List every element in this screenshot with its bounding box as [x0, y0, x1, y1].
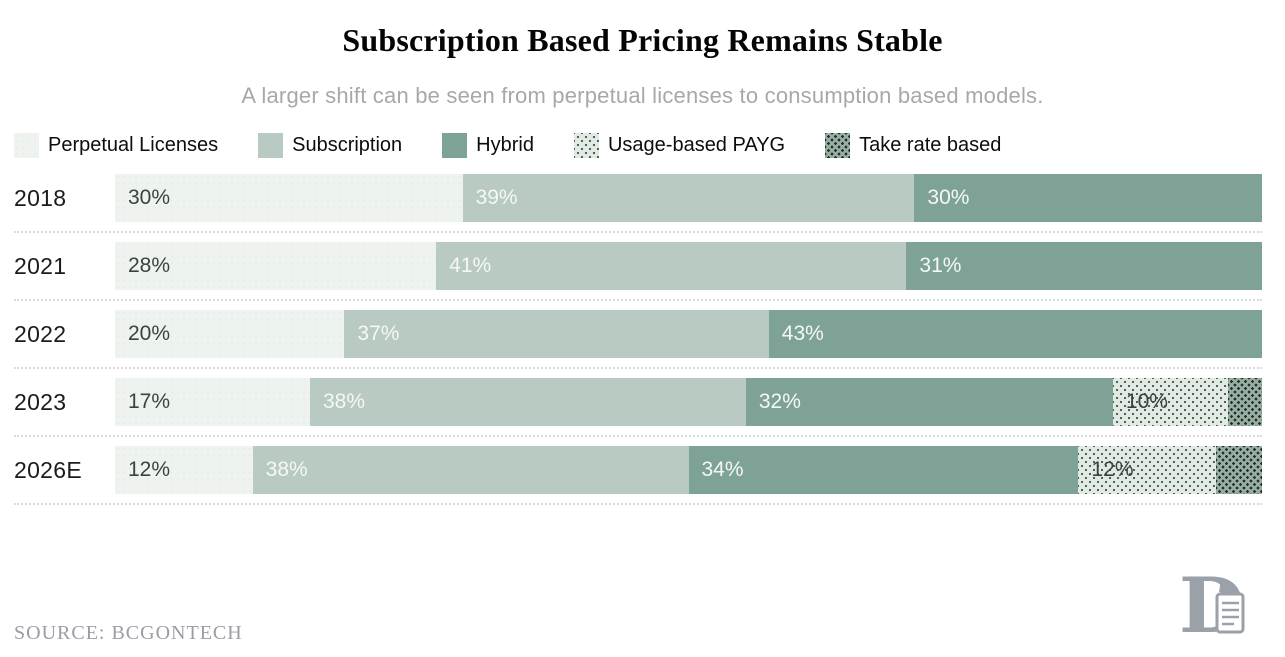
year-label: 2021: [14, 252, 67, 279]
segment-value-label: 37%: [357, 322, 400, 345]
row-separator: [14, 503, 1262, 505]
segment-value-label: 39%: [475, 186, 518, 209]
row-separator: [14, 299, 1262, 301]
segment-value-label: 41%: [449, 254, 492, 277]
year-label: 2018: [14, 184, 67, 211]
bar-segment-hybrid: 31%: [906, 242, 1262, 290]
bar-segment-take: [1227, 378, 1262, 426]
chart: 2018 30% 39% 30% 2021 28% 41% 31% 2022 20% 37% 43% 2…: [14, 174, 1262, 505]
bar-segment-hybrid: 30%: [914, 174, 1262, 222]
bar-segment-perpetual: 17%: [115, 378, 310, 426]
bar-segment-subscription: 37%: [344, 310, 769, 358]
legend: Perpetual Licenses Subscription Hybrid Usag…: [14, 133, 1262, 158]
legend-item-perpetual: Perpetual Licenses: [14, 133, 218, 158]
segment-value-label: 34%: [701, 458, 744, 481]
segment-value-label: 32%: [758, 390, 801, 413]
legend-swatch-subscription: [258, 133, 284, 158]
bar-row: 2022 20% 37% 43%: [14, 310, 1262, 358]
bar-segment-subscription: 39%: [462, 174, 915, 222]
segment-value-label: 43%: [781, 322, 824, 345]
bar-segment-subscription: 41%: [436, 242, 907, 290]
stacked-bar: 28% 41% 31%: [115, 242, 1262, 290]
legend-label: Subscription: [292, 134, 403, 156]
bar-segment-take: [1216, 446, 1262, 494]
year-label: 2023: [14, 388, 67, 415]
stacked-bar: 20% 37% 43%: [115, 310, 1262, 358]
segment-value-label: 12%: [1091, 458, 1134, 481]
segment-value-label: 20%: [128, 322, 171, 345]
legend-swatch-take: [825, 133, 851, 158]
legend-swatch-hybrid: [442, 133, 468, 158]
bar-segment-subscription: 38%: [309, 378, 746, 426]
bar-row: 2023 17% 38% 32% 10%: [14, 378, 1262, 426]
stacked-bar: 12% 38% 34% 12%: [115, 446, 1262, 494]
bar-row: 2026E 12% 38% 34% 12%: [14, 446, 1262, 494]
legend-item-payg: Usage-based PAYG: [573, 133, 786, 158]
segment-value-label: 31%: [919, 254, 962, 277]
bar-segment-hybrid: 34%: [688, 446, 1079, 494]
row-separator: [14, 367, 1262, 369]
legend-item-hybrid: Hybrid: [442, 133, 534, 158]
legend-label: Usage-based PAYG: [607, 134, 786, 156]
segment-value-label: 17%: [128, 390, 171, 413]
bar-segment-payg: 12%: [1078, 446, 1217, 494]
stacked-bar: 30% 39% 30%: [115, 174, 1262, 222]
legend-label: Perpetual Licenses: [48, 134, 219, 156]
segment-value-label: 38%: [265, 458, 308, 481]
segment-value-label: 30%: [128, 186, 171, 209]
legend-swatch-payg: [573, 133, 599, 158]
bar-segment-hybrid: 32%: [745, 378, 1113, 426]
bar-segment-perpetual: 28%: [115, 242, 437, 290]
segment-value-label: 28%: [128, 254, 171, 277]
bar-segment-subscription: 38%: [252, 446, 689, 494]
bar-segment-perpetual: 30%: [115, 174, 463, 222]
legend-swatch-perpetual: [14, 133, 39, 158]
source-credit: SOURCE: BCGONTECH: [14, 622, 243, 644]
legend-label: Hybrid: [476, 134, 534, 156]
bar-segment-perpetual: 20%: [115, 310, 345, 358]
segment-value-label: 30%: [927, 186, 970, 209]
year-label: 2022: [14, 320, 67, 347]
chart-title: Subscription Based Pricing Remains Stabl…: [342, 22, 943, 58]
row-separator: [14, 435, 1262, 437]
bar-segment-payg: 10%: [1112, 378, 1228, 426]
stacked-bar: 17% 38% 32% 10%: [115, 378, 1262, 426]
row-separator: [14, 231, 1262, 233]
segment-value-label: 10%: [1125, 390, 1168, 413]
bar-segment-perpetual: 12%: [115, 446, 253, 494]
bar-segment-hybrid: 43%: [768, 310, 1262, 358]
legend-item-subscription: Subscription: [258, 133, 402, 158]
segment-value-label: 12%: [128, 458, 171, 481]
legend-item-take: Take rate based: [825, 133, 1001, 158]
chart-subtitle: A larger shift can be seen from perpetua…: [241, 83, 1044, 108]
segment-value-label: 38%: [322, 390, 366, 413]
year-label: 2026E: [14, 456, 83, 483]
legend-label: Take rate based: [859, 134, 1002, 156]
bar-row: 2018 30% 39% 30%: [14, 174, 1262, 222]
bar-row: 2021 28% 41% 31%: [14, 242, 1262, 290]
publisher-logo-icon: D: [1179, 561, 1259, 651]
